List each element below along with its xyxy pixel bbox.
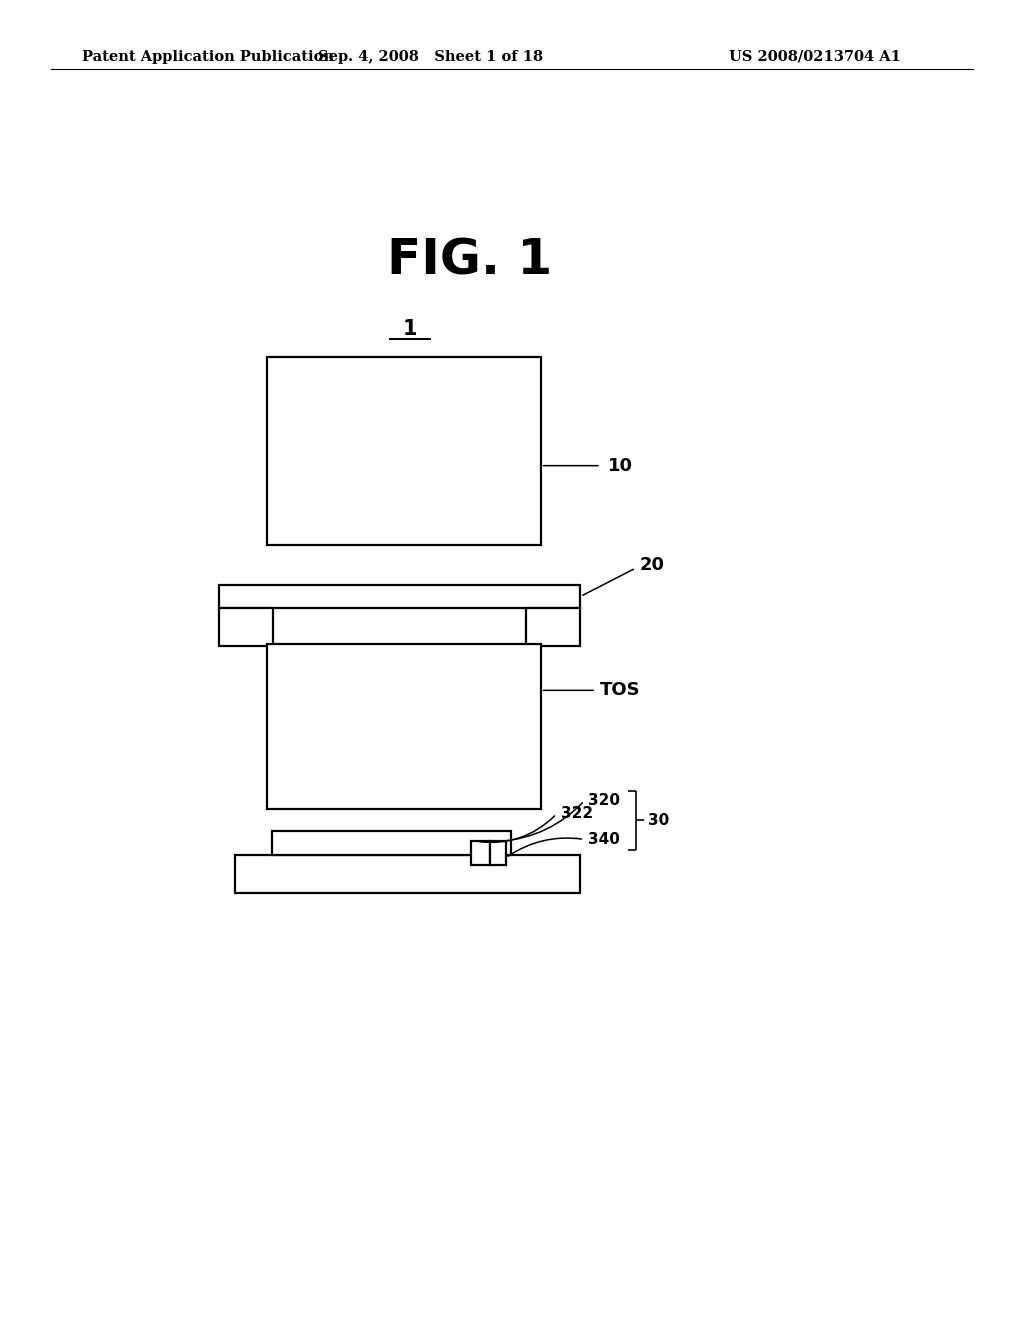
Bar	[526, 607, 581, 647]
Text: 20: 20	[640, 556, 665, 574]
Bar	[489, 841, 506, 865]
Bar	[272, 832, 511, 854]
Bar	[236, 854, 581, 894]
Text: 322: 322	[560, 807, 593, 821]
Text: US 2008/0213704 A1: US 2008/0213704 A1	[729, 50, 901, 63]
Text: 10: 10	[608, 457, 633, 475]
Text: FIG. 1: FIG. 1	[387, 236, 552, 284]
Bar	[219, 585, 581, 607]
Bar	[471, 841, 489, 865]
Bar	[267, 644, 541, 809]
Bar	[267, 356, 541, 545]
Text: 30: 30	[648, 813, 669, 828]
Text: 340: 340	[588, 832, 621, 847]
Text: Patent Application Publication: Patent Application Publication	[82, 50, 334, 63]
Text: 320: 320	[588, 793, 621, 808]
Text: TOS: TOS	[600, 681, 641, 700]
Text: 1: 1	[402, 319, 417, 339]
Text: Sep. 4, 2008   Sheet 1 of 18: Sep. 4, 2008 Sheet 1 of 18	[317, 50, 543, 63]
Bar	[219, 607, 273, 647]
